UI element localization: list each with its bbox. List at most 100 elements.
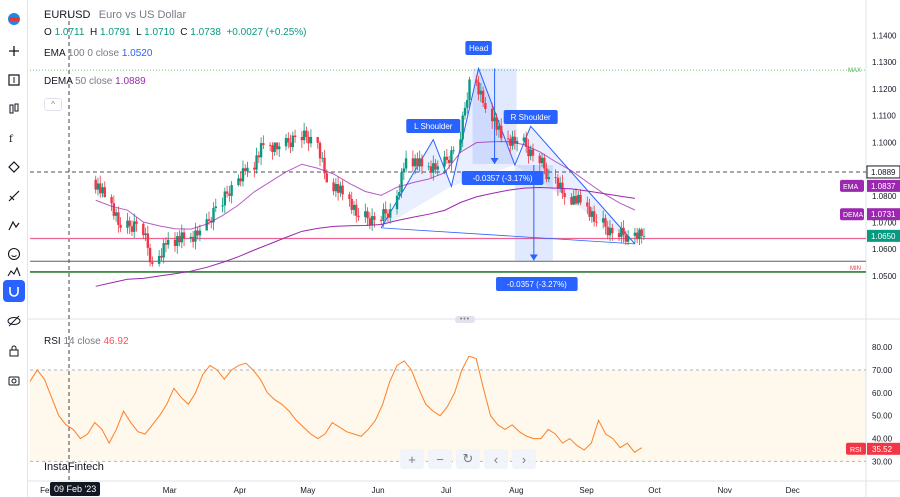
candle-body [144,233,147,236]
head-label-bg [465,41,492,55]
candle-body [364,211,367,218]
low-label: L [136,27,142,38]
candle-body [246,167,249,172]
emoji-icon [7,247,21,261]
time-tick-label: Jul [441,486,451,495]
candle-body [268,144,272,146]
candle-body [611,227,614,234]
candle-body [620,227,623,237]
zoom-out-button[interactable]: − [428,449,452,469]
axis-name-tag: DEMA [843,212,864,219]
candle-body [336,184,340,193]
candle-body [239,178,242,182]
rsi-legend[interactable]: RSI 14 close 46.92 [44,336,129,347]
candle-body [307,136,310,144]
rsi-params: 14 close [63,336,101,347]
reset-chart-button[interactable]: ↻ [456,449,480,469]
candle-body [447,159,451,164]
nodes-tool-button[interactable] [3,156,25,178]
ema-legend[interactable]: EMA 100 0 close 1.0520 [44,48,152,59]
candle-body [182,232,186,239]
scroll-left-button[interactable]: ‹ [484,449,508,469]
candle-body [146,233,150,248]
axis-name-tag-bg [840,208,864,221]
candle-body [540,157,544,164]
candle-body [275,142,279,150]
candles-icon [9,103,19,114]
brush-tool-button[interactable] [3,185,25,207]
ohlc-legend: O 1.0711 H 1.0791 L 1.0710 C 1.0738 +0.0… [44,27,307,38]
ema-value: 1.0520 [121,48,153,59]
candle-body [273,142,276,152]
neckline [381,227,635,245]
candle-body [477,82,480,95]
candle-body [189,236,193,239]
candle-body [402,168,406,173]
measure-bottom-label-bg [496,277,578,291]
emoji-tool-button[interactable] [3,243,25,265]
zoom-in-button[interactable]: + [400,449,424,469]
axis-price-tag: 1.0889 [871,168,896,177]
candle-body [545,168,548,180]
candle-body [318,142,322,159]
crosshair-tool-button[interactable] [3,69,25,91]
path-tool-button[interactable] [3,261,25,283]
candle-body [323,157,326,174]
dema-legend[interactable]: DEMA 50 close 1.0889 [44,76,146,87]
camera-tool-button[interactable] [3,369,25,391]
pattern-tool-button[interactable] [3,214,25,236]
candle-body [638,229,641,240]
candle-body [212,208,215,223]
candle-body [255,155,258,170]
candle-body [205,219,208,231]
candle-body [579,194,582,203]
candle-body [373,216,376,220]
candle-body [606,226,609,236]
candle-body [142,223,145,236]
watermark: InstaFintech [44,461,104,473]
rsi-value-tag: 35.52 [872,445,893,454]
magnet-tool-button[interactable] [3,280,25,302]
time-tick-label: May [300,486,315,495]
add-tool-button[interactable] [3,40,25,62]
measure-top-label-bg [461,171,544,185]
candle-body [384,209,387,214]
candle-body [404,158,408,169]
eye-off-tool-button[interactable] [3,310,25,332]
axis-price-tag-bg [867,208,900,221]
candle-body [259,143,263,158]
logo-tool-button[interactable] [3,8,25,30]
candle-body [130,226,134,232]
lock-tool-button[interactable] [3,340,25,362]
candle-body [531,149,535,156]
brush-icon [8,190,20,202]
candle-body [321,157,324,159]
fib-icon: f [9,134,14,145]
fib-tool-button[interactable]: f [3,127,25,149]
candle-body [191,236,195,242]
collapse-legend-button[interactable]: ^ [44,98,62,111]
candle-body [332,182,335,192]
candle-body [126,220,129,228]
candle-body [112,203,116,216]
high-value: 1.0791 [99,27,131,38]
price-tick-label: 1.1200 [872,85,897,94]
head-shoulders-outline [380,66,636,245]
close-label: C [180,27,188,38]
head-fill [451,68,515,187]
svg-text:f: f [9,134,14,145]
pane-divider-handle[interactable]: ••• [455,316,475,323]
rsi-value-tag-bg [867,442,900,455]
right-shoulder-fill [514,126,635,244]
candle-body [289,142,292,148]
candle-body [608,227,612,236]
scroll-right-button[interactable]: › [512,449,536,469]
measure-arrowhead-bottom [529,254,538,261]
candle-body [529,149,532,157]
candles-tool-button[interactable] [3,98,25,120]
path-icon [7,266,21,277]
min-level-label: MIN [850,266,861,272]
candle-body [538,155,541,164]
price-tick-label: 1.0700 [872,218,897,227]
